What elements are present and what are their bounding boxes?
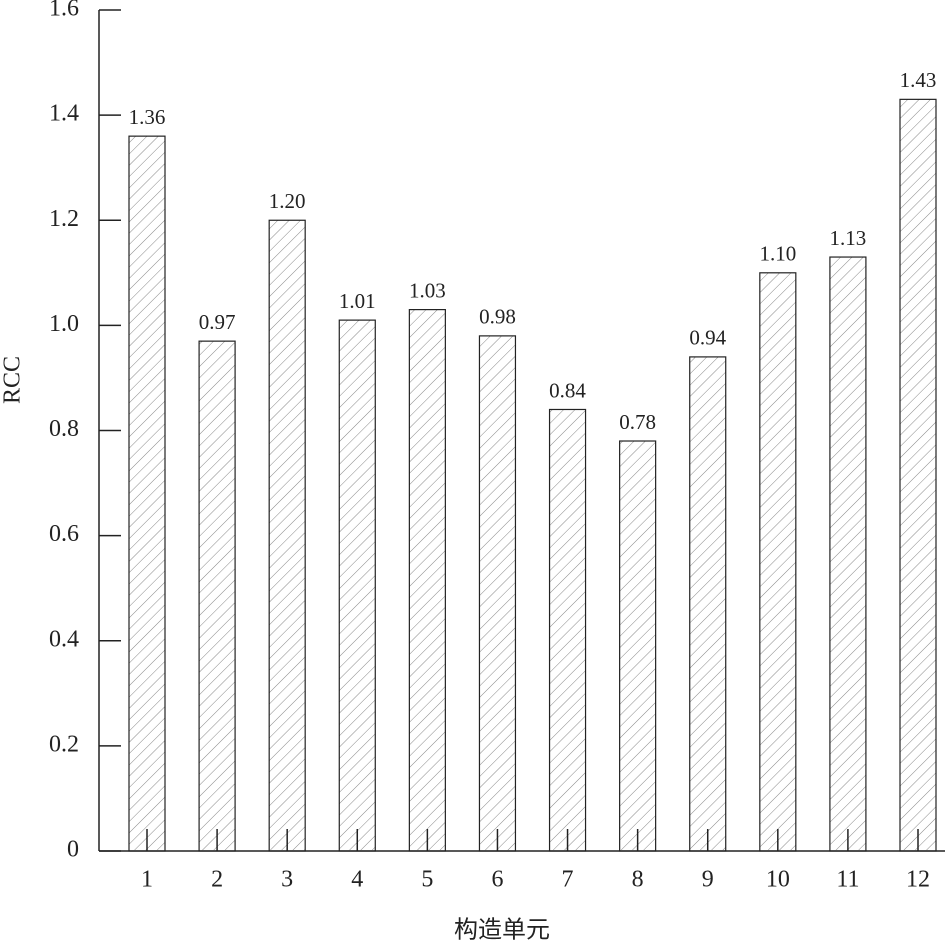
bar: [408, 309, 446, 852]
bar: [198, 340, 236, 852]
x-tick-label: 12: [906, 867, 930, 893]
x-tick-label: 3: [281, 867, 293, 893]
bar: [899, 98, 937, 852]
y-tick-label: 0: [67, 837, 79, 863]
value-label: 1.13: [830, 226, 867, 250]
y-tick-label: 0.8: [49, 416, 79, 442]
bar: [338, 319, 376, 852]
bar: [478, 335, 517, 852]
bar: [759, 272, 797, 852]
value-label: 0.97: [199, 310, 236, 334]
y-tick-label: 0.4: [49, 626, 79, 652]
x-tick-label: 9: [702, 867, 714, 893]
x-tick-label: 4: [351, 867, 363, 893]
x-tick-label: 7: [562, 867, 574, 893]
value-label: 0.94: [689, 326, 726, 350]
x-axis-label: 构造单元: [454, 917, 550, 944]
value-label: 1.01: [339, 289, 376, 313]
value-label: 0.84: [549, 378, 586, 402]
bar: [128, 135, 166, 852]
value-label: 1.43: [900, 68, 937, 92]
x-tick-label: 10: [766, 867, 790, 893]
x-tick-label: 1: [141, 867, 153, 893]
bar: [619, 440, 657, 852]
value-label: 1.03: [409, 278, 446, 302]
x-tick-label: 8: [632, 867, 644, 893]
x-tick-label: 11: [836, 867, 859, 893]
x-tick-label: 6: [491, 867, 503, 893]
value-label: 1.20: [269, 189, 306, 213]
value-label: 0.78: [619, 410, 656, 434]
x-tick-label: 5: [421, 867, 433, 893]
y-tick-label: 1.6: [49, 0, 79, 22]
value-label: 1.36: [129, 105, 166, 129]
value-label: 0.98: [479, 305, 516, 329]
value-label: 1.10: [759, 242, 796, 266]
y-tick-label: 0.2: [49, 731, 79, 757]
bar: [268, 219, 306, 852]
y-tick-label: 1.0: [49, 311, 79, 337]
bar: [548, 408, 587, 852]
bar: [829, 256, 867, 852]
y-tick-label: 1.4: [49, 101, 79, 127]
x-tick-label: 2: [211, 867, 223, 893]
bar: [689, 356, 727, 852]
y-tick-label: 1.2: [49, 206, 79, 232]
y-axis-label: RCC: [0, 356, 26, 404]
y-tick-label: 0.6: [49, 521, 79, 547]
